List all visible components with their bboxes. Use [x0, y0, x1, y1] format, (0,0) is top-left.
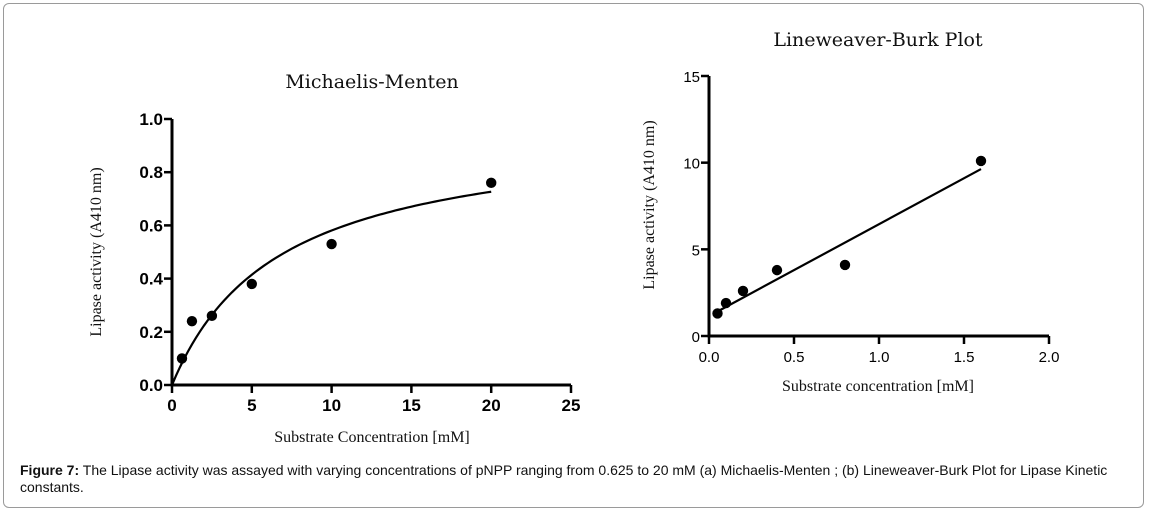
- data-point: [712, 308, 723, 319]
- data-point: [771, 264, 783, 276]
- x-tick-label: 10: [322, 396, 341, 415]
- caption-text: The Lipase activity was assayed with var…: [20, 462, 1108, 495]
- y-tick-label: 0.2: [139, 323, 163, 342]
- michaelis-menten-chart: Michaelis-Menten Substrate Concentration…: [88, 71, 580, 446]
- x-tick-label: 5: [247, 396, 256, 415]
- y-tick-label: 0.8: [139, 163, 163, 182]
- x-tick-label: 0: [167, 396, 176, 415]
- x-tick-label: 1.5: [954, 349, 975, 366]
- fit-curve-group: [170, 190, 492, 386]
- data-point: [839, 259, 851, 271]
- data-point: [246, 278, 257, 290]
- x-tick-label: 2.0: [1039, 349, 1060, 366]
- data-point: [720, 297, 732, 309]
- chart-title: Michaelis-Menten: [285, 71, 458, 93]
- axes: 0 5 10 15 20 25 0.0 0.2 0.4 0.6 0.8 1.0: [139, 110, 580, 415]
- y-axis-label: Lipase activity (A410 nm): [641, 120, 658, 289]
- data-point: [737, 285, 749, 297]
- x-tick-label: 25: [562, 396, 581, 415]
- data-point: [326, 238, 337, 250]
- y-tick-label: 1.0: [139, 110, 163, 129]
- x-axis-label: Substrate concentration [mM]: [782, 378, 974, 395]
- caption-label: Figure 7:: [20, 462, 80, 478]
- axes: 0.0 0.5 1.0 1.5 2.0 0 5 10 15: [683, 69, 1059, 366]
- figure-caption: Figure 7: The Lipase activity was assaye…: [20, 462, 1135, 496]
- y-tick-label: 0: [692, 329, 700, 346]
- chart-title: Lineweaver-Burk Plot: [773, 29, 983, 51]
- x-tick-label: 20: [482, 396, 501, 415]
- y-tick-label: 0.4: [139, 270, 163, 289]
- figure-frame: [3, 3, 1144, 508]
- x-tick-label: 0.5: [784, 349, 805, 366]
- lineweaver-burk-chart: Lineweaver-Burk Plot Substrate concentra…: [641, 29, 1059, 395]
- x-axis-label: Substrate Concentration [mM]: [274, 429, 470, 446]
- y-tick-label: 0.0: [139, 376, 163, 395]
- data-point: [206, 310, 218, 322]
- y-tick-label: 5: [692, 242, 700, 259]
- fit-line-group: [716, 168, 982, 313]
- y-tick-label: 10: [683, 156, 700, 173]
- x-tick-label: 1.0: [869, 349, 890, 366]
- data-point: [486, 177, 497, 189]
- data-point: [186, 315, 198, 327]
- y-axis-label: Lipase activity (A410 nm): [88, 167, 105, 336]
- x-tick-label: 0.0: [699, 349, 720, 366]
- data-point: [975, 155, 987, 167]
- y-tick-label: 0.6: [139, 216, 163, 235]
- fit-line: [716, 168, 982, 313]
- x-tick-label: 15: [402, 396, 421, 415]
- y-tick-label: 15: [683, 69, 700, 86]
- data-points: [712, 155, 987, 319]
- fit-curve: [170, 190, 492, 386]
- data-point: [176, 353, 188, 364]
- data-points: [176, 177, 497, 364]
